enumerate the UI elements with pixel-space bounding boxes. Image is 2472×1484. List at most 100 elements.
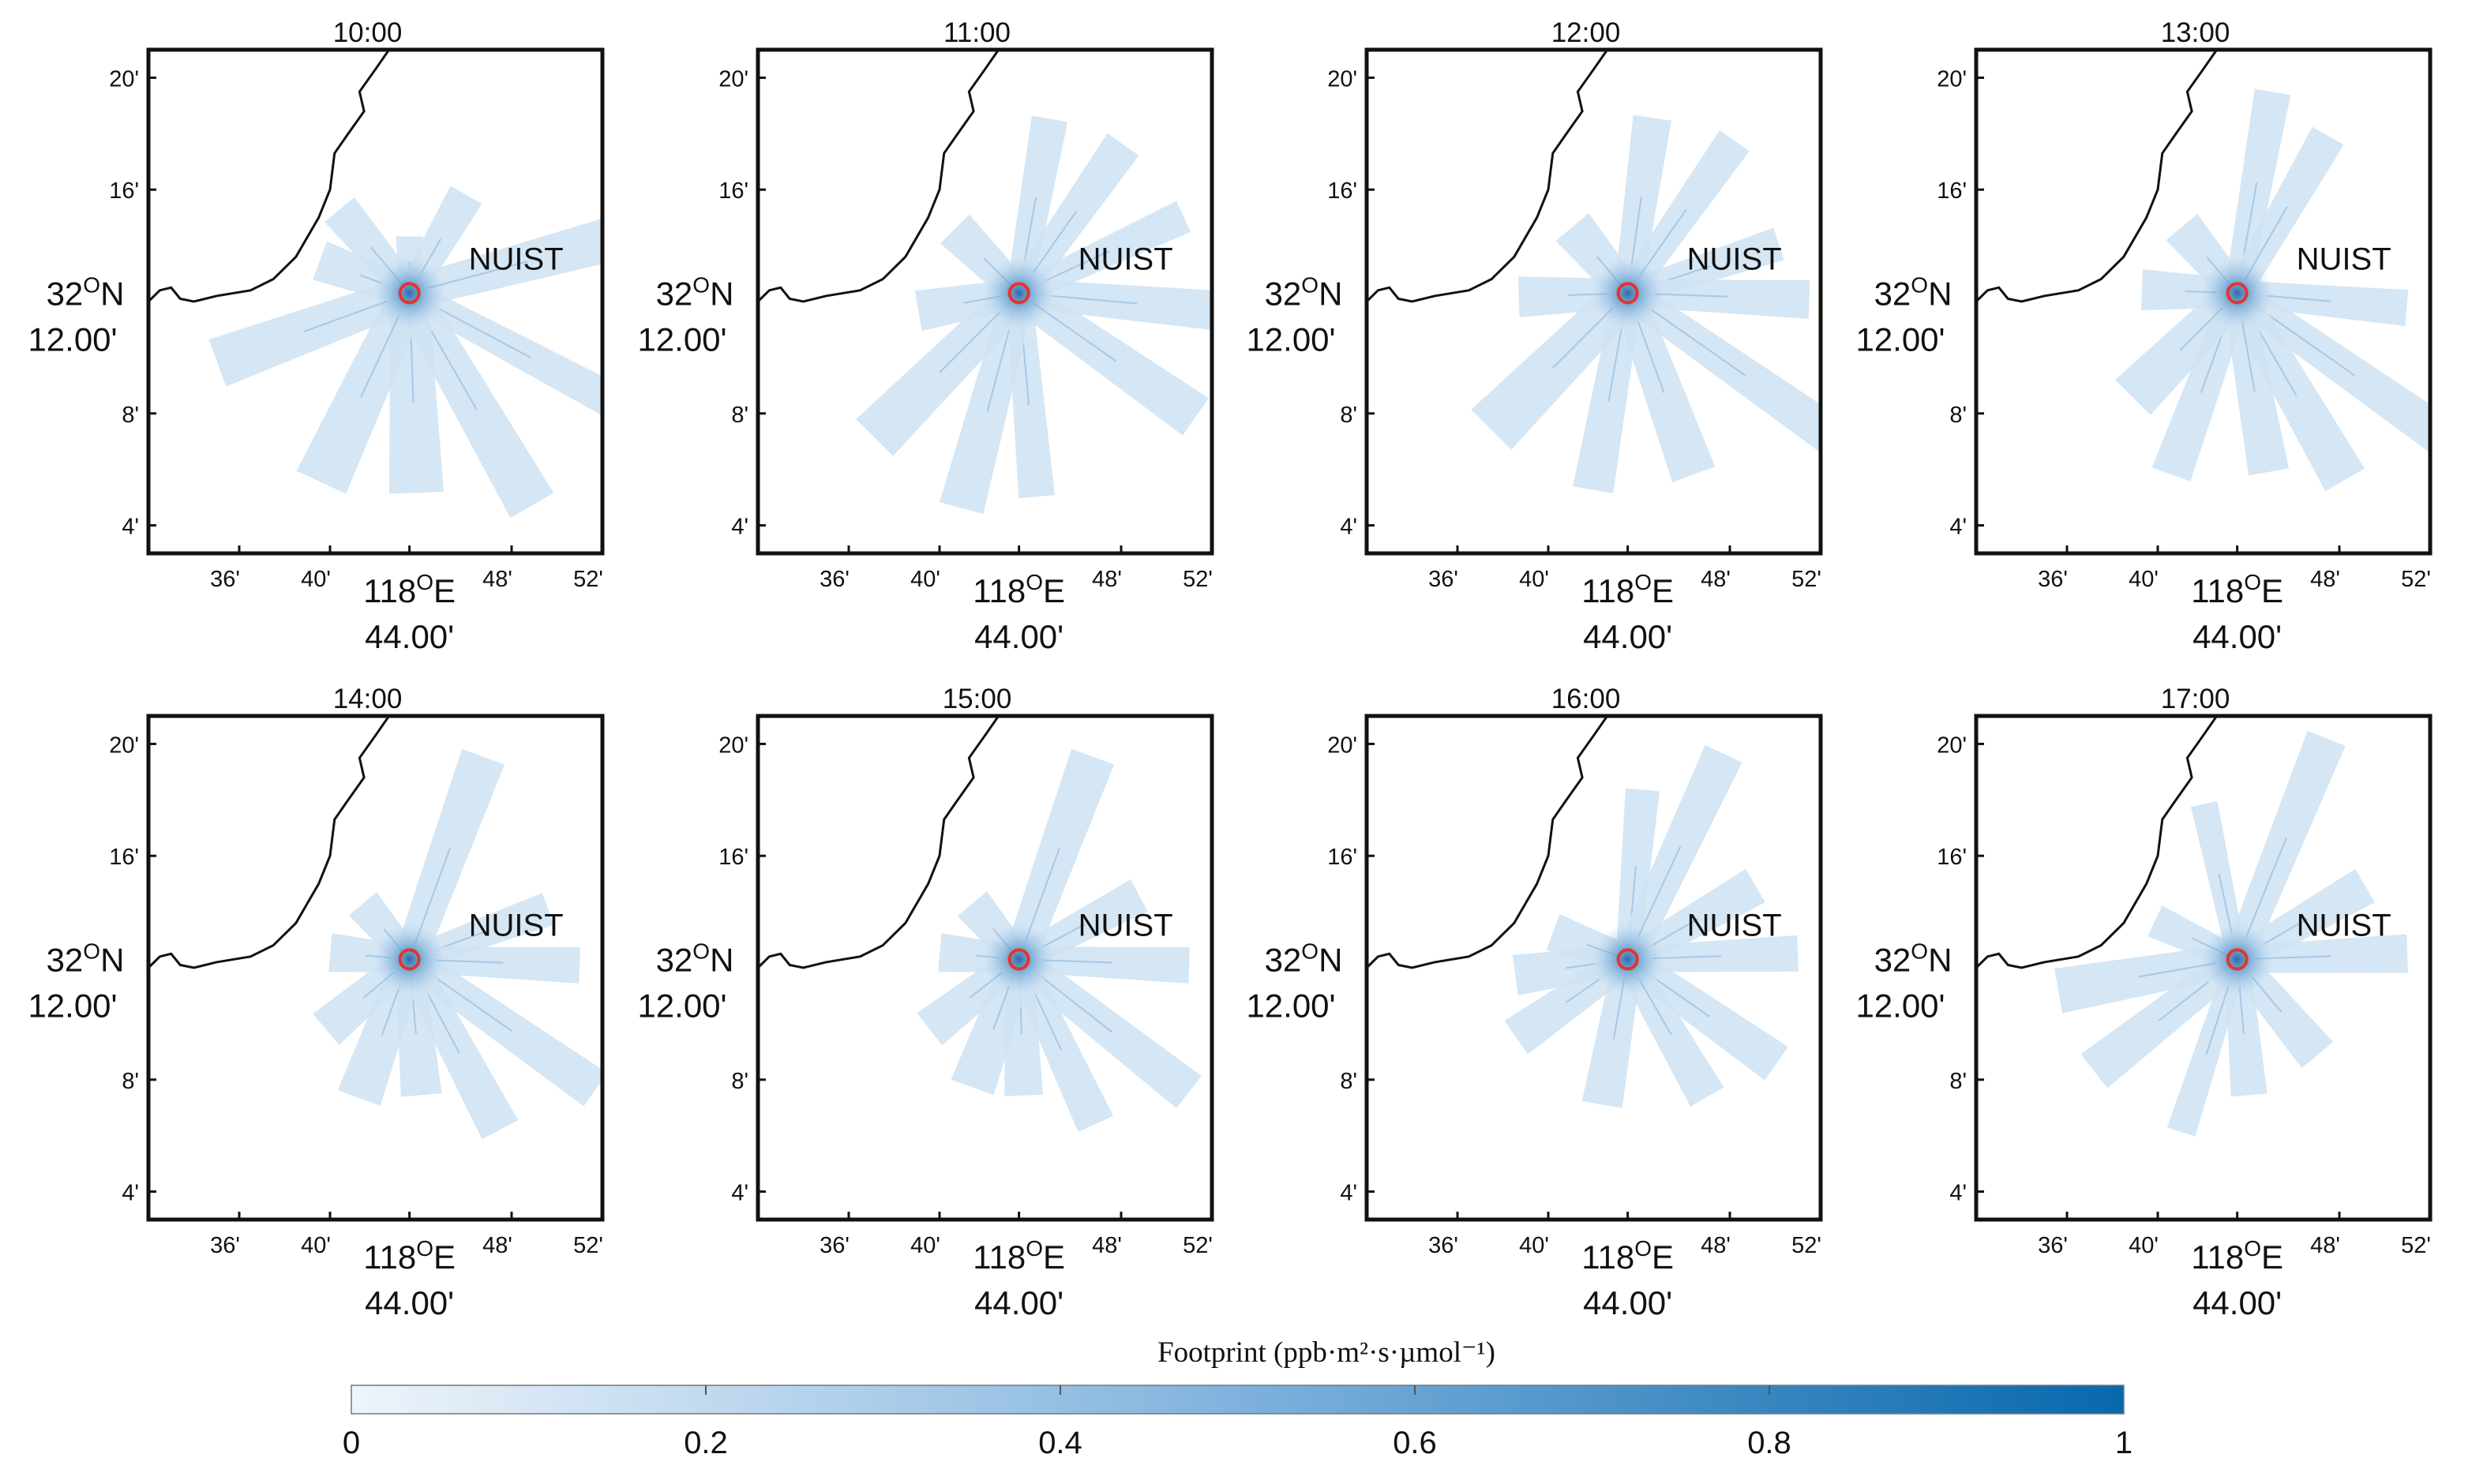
nuist-site-marker [398, 948, 421, 971]
x-tick-label: 48' [482, 567, 512, 592]
y-tick-label: 20' [109, 733, 139, 758]
y-tick-label: 8' [122, 1069, 139, 1094]
coastline [148, 50, 390, 303]
y-tick-label: 16' [718, 178, 748, 204]
x-center-label-minutes: 44.00' [1583, 1284, 1672, 1321]
footprint-plume [2236, 280, 2409, 327]
colorbar: Footprint (ppb·m²·s·µmol⁻¹) 0 0.2 0.4 0.6 0.… [343, 1336, 2133, 1460]
y-center-label-minutes: 12.00' [1855, 987, 1945, 1024]
y-tick-label: 8' [1340, 403, 1357, 428]
x-tick-label: 52' [573, 1233, 603, 1258]
panel-time-title: 14:00 [333, 684, 403, 714]
panel-1100: 11:00 NUIST 36' 40' 48' 52' 118OE 44.00' 20' 16' 8… [637, 17, 1214, 655]
y-tick-label: 20' [1937, 66, 1967, 92]
panel-frame [146, 714, 605, 1222]
x-tick-label: 36' [210, 567, 240, 592]
y-center-label: 32ON [1874, 939, 1952, 978]
y-tick-label: 4' [1340, 1181, 1357, 1206]
colorbar-tick-label: 0 [343, 1426, 360, 1460]
site-label: NUIST [1687, 242, 1782, 276]
panel-1000: 10:00 NUIST 36' 40' 48' 52' 118OE 44.00' 20' 16' 8… [28, 17, 605, 655]
y-tick-label: 16' [1327, 178, 1357, 204]
y-tick-label: 20' [1937, 733, 1967, 758]
coastline [758, 716, 1000, 969]
panel-time-title: 15:00 [943, 684, 1012, 714]
y-tick-label: 16' [1937, 178, 1967, 204]
colorbar-tick-label: 0.2 [684, 1426, 728, 1460]
x-tick-label: 48' [1701, 1233, 1731, 1258]
x-center-label-minutes: 44.00' [2193, 618, 2282, 655]
x-tick-label: 40' [910, 567, 940, 592]
footprint-core [373, 257, 445, 329]
colorbar-gradient [351, 1385, 2125, 1415]
footprint-plume [2190, 800, 2247, 961]
footprint-plume [2151, 288, 2251, 482]
y-tick-label: 4' [122, 515, 139, 540]
x-center-label-minutes: 44.00' [365, 618, 454, 655]
footprint-plume [1627, 935, 1799, 972]
x-tick-label: 48' [1092, 1233, 1122, 1258]
footprint-core [373, 924, 445, 995]
footprint-plume [403, 282, 602, 416]
map-panels: 10:00 NUIST 36' 40' 48' 52' 118OE 44.00' 20' 16' 8… [28, 17, 2433, 1321]
y-center-label-minutes: 12.00' [637, 987, 726, 1024]
site-label: NUIST [1078, 908, 1173, 942]
panel-frame [1974, 714, 2433, 1222]
x-tick-label: 40' [301, 567, 331, 592]
footprint-plume [1018, 279, 1212, 330]
footprint-plume [1010, 279, 1209, 436]
footprint-plume [2054, 943, 2241, 1014]
panel-1600: 16:00 NUIST 36' 40' 48' 52' 118OE 44.00' 20' 16' 8… [1246, 684, 1823, 1321]
x-tick-label: 52' [1183, 567, 1213, 592]
footprint-plume [2226, 126, 2344, 300]
footprint-plume [2224, 88, 2291, 296]
nuist-site-marker [2226, 948, 2249, 971]
site-label: NUIST [2297, 242, 2391, 276]
y-tick-label: 16' [1327, 845, 1357, 870]
panel-time-title: 11:00 [943, 17, 1011, 48]
x-tick-label: 40' [1519, 567, 1549, 592]
footprint-plume [1619, 947, 1788, 1081]
x-center-label-minutes: 44.00' [365, 1284, 454, 1321]
x-center-label: 118OE [2191, 1236, 2283, 1276]
footprint-plume [2166, 956, 2248, 1137]
x-center-label: 118OE [2191, 570, 2283, 609]
x-center-label: 118OE [1581, 1236, 1674, 1276]
x-tick-label: 48' [1092, 567, 1122, 592]
footprint-plume [2237, 934, 2408, 973]
x-tick-label: 36' [820, 567, 850, 592]
footprint-plume [1617, 130, 1750, 301]
footprint-plume [939, 289, 1035, 514]
footprint-plume [1014, 200, 1191, 305]
y-tick-label: 4' [1340, 515, 1357, 540]
nuist-site-marker [1616, 282, 1639, 305]
nuist-site-marker [398, 282, 421, 305]
panel-frame [756, 47, 1214, 556]
footprint-plume [1615, 744, 1742, 966]
site-label: NUIST [469, 242, 564, 276]
footprint-plume [405, 218, 602, 309]
y-tick-label: 8' [731, 403, 748, 428]
footprint-plume [1612, 287, 1716, 482]
nuist-site-marker [1007, 948, 1030, 971]
site-label: NUIST [2297, 908, 2391, 942]
footprint-core [1592, 924, 1664, 995]
panel-time-title: 12:00 [1551, 17, 1621, 48]
x-center-label: 118OE [973, 1236, 1065, 1276]
x-center-label: 118OE [363, 1236, 456, 1276]
y-tick-label: 8' [1340, 1069, 1357, 1094]
x-tick-label: 36' [1428, 1233, 1458, 1258]
x-tick-label: 36' [1428, 567, 1458, 592]
x-tick-label: 40' [2129, 1233, 2159, 1258]
y-center-label-minutes: 12.00' [1246, 987, 1335, 1024]
footprint-plume [1614, 114, 1672, 295]
footprint-core [1592, 257, 1664, 329]
panel-1500: 15:00 NUIST 36' 40' 48' 52' 118OE 44.00' 20' 16' 8… [637, 684, 1214, 1321]
colorbar-tick-label: 1 [2115, 1426, 2133, 1460]
y-center-label-minutes: 12.00' [28, 987, 117, 1024]
x-tick-label: 48' [482, 1233, 512, 1258]
x-center-label-minutes: 44.00' [1583, 618, 1672, 655]
colorbar-title: Footprint (ppb·m²·s·µmol⁻¹) [1157, 1336, 1495, 1369]
x-tick-label: 52' [1183, 1233, 1213, 1258]
